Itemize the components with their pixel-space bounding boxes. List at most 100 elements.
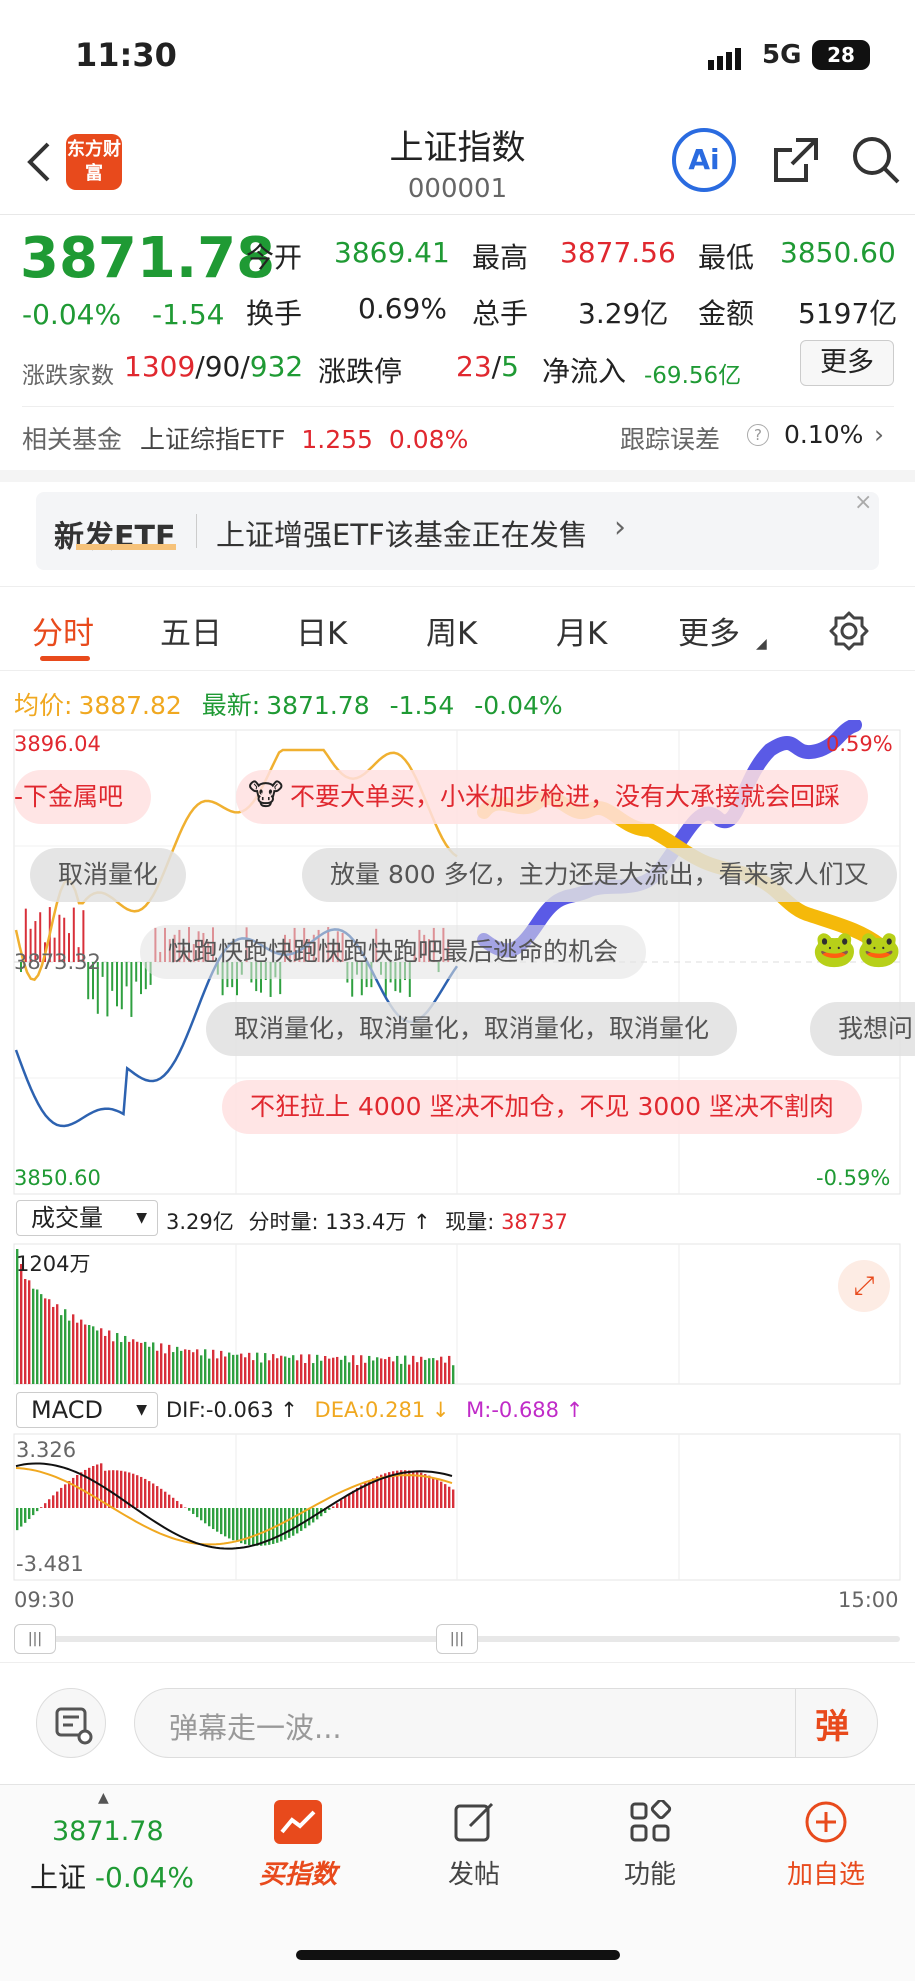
macd-bar — [452, 1489, 455, 1508]
volume-selector[interactable]: 成交量 ▼ — [16, 1200, 158, 1236]
volume-bar — [112, 1341, 115, 1384]
volume-bar — [180, 1350, 183, 1384]
volume-bar — [24, 1279, 27, 1384]
nav-buy-index[interactable]: 买指数 — [228, 1800, 368, 1891]
volume-bar — [256, 1352, 259, 1384]
more-button[interactable]: 更多 — [800, 340, 894, 386]
volume-bar — [324, 1355, 327, 1384]
edit-icon — [450, 1800, 498, 1844]
macd-bar — [64, 1484, 67, 1508]
signal-icon — [708, 46, 748, 70]
volume-bar — [192, 1352, 195, 1384]
nav-post[interactable]: 发帖 — [404, 1800, 544, 1891]
volume-bar — [236, 1354, 239, 1384]
macd-bar — [172, 1497, 175, 1508]
volume-bar — [296, 1360, 299, 1384]
tab-more[interactable]: 更多 — [678, 616, 740, 652]
macd-bar — [420, 1472, 423, 1508]
breadth-bar — [135, 962, 138, 982]
volume-bar — [244, 1357, 247, 1384]
danmu-message[interactable]: 不要大单买，小米加步枪进，没有大承接就会回踩 — [236, 770, 869, 824]
macd-bar — [132, 1473, 135, 1508]
nav-index-label[interactable]: 上证 -0.04% — [30, 1861, 194, 1894]
high-value: 3877.56 — [560, 236, 676, 269]
danmu-input[interactable]: 弹幕走一波... 弹 — [134, 1688, 878, 1758]
plus-circle-icon — [802, 1800, 850, 1844]
macd-bar — [244, 1508, 247, 1545]
banner-text: 上证增强ETF该基金正在发售 — [216, 518, 588, 552]
volume-bar — [124, 1335, 127, 1384]
breadth-bar — [130, 962, 133, 1017]
danmu-message[interactable]: 取消量化，取消量化，取消量化，取消量化 — [206, 1002, 738, 1056]
volume-bar — [152, 1342, 155, 1384]
macd-bar — [384, 1473, 387, 1508]
high-label: 最高 — [472, 241, 529, 274]
ai-button[interactable]: Ai — [672, 128, 736, 192]
macd-selector[interactable]: MACD ▼ — [16, 1392, 158, 1428]
volume-bar — [156, 1350, 159, 1384]
volume-bar — [444, 1362, 447, 1384]
tab-month-k[interactable]: 月K — [556, 616, 608, 652]
danmu-send-button[interactable]: 弹 — [815, 1707, 849, 1747]
danmu-message[interactable]: -下金属吧 — [14, 770, 152, 824]
range-slider-handle-right[interactable]: ||| — [436, 1624, 478, 1654]
danmu-message[interactable]: 我想问 — [810, 1002, 915, 1056]
breadth-bar — [106, 962, 109, 1017]
volume-bar — [224, 1356, 227, 1384]
macd-bar — [304, 1508, 307, 1529]
danmu-message[interactable]: 取消量化 — [30, 848, 187, 902]
tab-week-k[interactable]: 周K — [426, 616, 478, 652]
adv-count: 1309 — [124, 350, 196, 383]
fund-price: 1.255 — [301, 425, 373, 454]
open-value: 3869.41 — [334, 236, 450, 269]
search-icon[interactable] — [850, 134, 902, 186]
volume-bar — [276, 1358, 279, 1384]
help-icon[interactable]: ? — [747, 424, 769, 446]
volume-bar — [380, 1358, 383, 1384]
nav-functions[interactable]: 功能 — [580, 1798, 720, 1891]
danmu-settings-icon[interactable] — [36, 1688, 106, 1758]
macd-bar — [140, 1476, 143, 1508]
tab-day-k[interactable]: 日K — [296, 616, 348, 652]
nav-add-watchlist[interactable]: 加自选 — [756, 1800, 896, 1891]
close-icon[interactable]: × — [854, 490, 873, 515]
tab-intraday[interactable]: 分时 — [32, 616, 94, 652]
volume-bar — [336, 1356, 339, 1384]
tab-five-day[interactable]: 五日 — [160, 616, 222, 652]
volume-bar — [36, 1289, 39, 1384]
volume-bar — [116, 1333, 119, 1384]
etf-banner[interactable]: 新发ETF 上证增强ETF该基金正在发售 › × — [36, 490, 879, 570]
volume-bar — [16, 1249, 19, 1384]
section-gap — [0, 470, 915, 482]
nav-index-price[interactable]: 3871.78 — [52, 1816, 164, 1847]
settings-icon[interactable] — [828, 610, 870, 652]
limit-label: 涨跌停 — [318, 355, 403, 388]
volume-bar — [168, 1344, 171, 1384]
volume-bar — [28, 1280, 31, 1384]
back-icon[interactable] — [20, 140, 60, 184]
expand-icon[interactable]: ⤢ — [838, 1260, 890, 1312]
fund-row[interactable]: 相关基金 上证综指ETF 1.255 0.08% 跟踪误差 ? 0.10% › — [22, 420, 894, 460]
chevron-right-icon: › — [614, 510, 626, 545]
volume-bar — [160, 1343, 163, 1384]
chart-info: 均价: 3887.82 最新: 3871.78 -1.54 -0.04% — [14, 691, 563, 720]
macd-bar — [300, 1508, 303, 1531]
share-icon[interactable] — [770, 134, 822, 186]
volume-bar — [72, 1314, 75, 1384]
danmu-message[interactable]: 快跑快跑快跑快跑快跑吧最后逃命的机会 — [140, 925, 647, 979]
volume-bar — [304, 1363, 307, 1384]
macd-bar — [48, 1499, 51, 1508]
danmu-message[interactable]: 放量 800 多亿，主力还是大流出，看来家人们又 — [302, 848, 897, 902]
app-logo: 东方财富 — [66, 134, 122, 190]
macd-bar — [44, 1503, 47, 1508]
danmu-message[interactable]: 不狂拉上 4000 坚决不加仓，不见 3000 坚决不割肉 — [222, 1080, 863, 1134]
volume-bar — [384, 1359, 387, 1384]
breadth-bar — [72, 907, 75, 962]
range-slider-handle-left[interactable]: ||| — [14, 1624, 56, 1654]
macd-bar — [340, 1500, 343, 1508]
volume-bar — [48, 1299, 51, 1384]
volume-bar — [188, 1349, 191, 1384]
macd-bar — [248, 1508, 251, 1546]
volume-bar — [400, 1363, 403, 1384]
volume-bar — [440, 1356, 443, 1384]
